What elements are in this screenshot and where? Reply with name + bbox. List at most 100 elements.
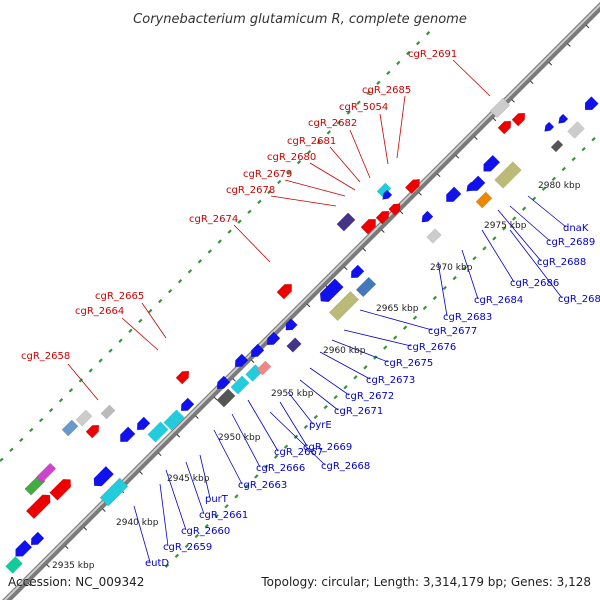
leader-line xyxy=(309,162,356,191)
gene-feature xyxy=(93,465,115,487)
gene-label-fwd: cgR_5054 xyxy=(339,102,388,113)
track-dot xyxy=(502,226,507,231)
track-dot xyxy=(472,256,477,261)
scale-tick xyxy=(139,471,143,475)
track-dot xyxy=(164,563,170,568)
map-title: Corynebacterium glutamicum R, complete g… xyxy=(133,12,467,27)
track-dot xyxy=(194,533,199,539)
track-dot xyxy=(68,388,74,393)
track-dot xyxy=(346,110,351,115)
track-dot xyxy=(406,50,411,56)
leader-line xyxy=(319,351,371,380)
gene-feature xyxy=(567,121,585,139)
track-dot xyxy=(422,305,428,311)
dotted-tracks xyxy=(0,31,596,568)
gene-feature xyxy=(489,97,511,119)
kbp-label: 2955 kbp xyxy=(271,389,314,399)
leader-line xyxy=(270,195,337,207)
gene-feature xyxy=(15,539,33,557)
track-dot xyxy=(392,335,398,340)
gene-feature xyxy=(336,212,356,232)
track-dot xyxy=(353,375,358,380)
kbp-label: 2970 kbp xyxy=(430,263,473,273)
scale-tick xyxy=(548,61,553,66)
gene-feature xyxy=(544,121,555,132)
gene-label-rev: cgR_2666 xyxy=(256,463,305,474)
gene-label-rev: cgR_2684 xyxy=(474,295,523,306)
gene-feature xyxy=(180,397,195,412)
track-dot xyxy=(402,325,408,330)
leader-line xyxy=(231,413,261,468)
track-dot xyxy=(234,494,239,499)
gene-label-fwd: cgR_2679 xyxy=(243,169,292,180)
leader-line xyxy=(233,224,271,263)
gene-feature xyxy=(234,353,249,368)
track-dot xyxy=(207,249,212,254)
scale-tick xyxy=(436,173,441,178)
gene-label-fwd: cgR_2691 xyxy=(408,49,457,60)
gene-feature xyxy=(360,219,376,235)
gene-feature xyxy=(49,478,72,501)
label-leaders xyxy=(67,59,567,563)
track-dot xyxy=(412,315,418,320)
track-dot xyxy=(128,328,133,333)
gene-feature xyxy=(388,203,401,216)
track-dot xyxy=(158,298,163,304)
scale-tick xyxy=(157,452,162,457)
scale-tick xyxy=(492,117,497,122)
leader-line xyxy=(379,113,389,165)
gene-feature xyxy=(99,477,129,507)
gene-label-rev: cgR_2669 xyxy=(303,442,352,453)
scale-tick xyxy=(232,378,236,382)
track-dot xyxy=(482,246,487,251)
gene-label-rev: cgR_2672 xyxy=(345,391,394,402)
track-dot xyxy=(19,437,24,443)
leader-line xyxy=(309,367,350,396)
track-dot xyxy=(148,308,153,314)
track-dot xyxy=(48,407,54,413)
gene-label-rev: cgR_2671 xyxy=(334,406,383,417)
track-dot xyxy=(0,457,4,462)
gene-label-fwd: cgR_2658 xyxy=(21,351,70,362)
gene-feature xyxy=(483,154,501,172)
scale-tick xyxy=(381,229,385,233)
scale-tick xyxy=(250,359,255,364)
gene-label-rev: cgR_2688 xyxy=(537,257,586,268)
scale-tick xyxy=(176,433,181,438)
gene-label-rev: cgR_2668 xyxy=(321,461,370,472)
track-dot xyxy=(214,513,219,519)
track-dot xyxy=(257,199,262,205)
gene-feature xyxy=(550,139,564,153)
gene-label-rev: cgR_2675 xyxy=(384,358,433,369)
leader-line xyxy=(497,209,542,262)
track-dot xyxy=(432,295,438,301)
track-dot xyxy=(167,288,173,294)
track-dot xyxy=(452,275,457,281)
leader-line xyxy=(452,59,491,97)
leader-line xyxy=(343,329,412,347)
track-dot xyxy=(551,176,557,182)
scale-tick xyxy=(213,396,218,401)
gene-feature xyxy=(266,331,281,346)
gene-feature xyxy=(497,120,512,135)
track-dot xyxy=(254,474,259,479)
gene-feature xyxy=(466,181,477,192)
track-dot xyxy=(174,553,180,559)
track-dot xyxy=(396,60,401,66)
track-dot xyxy=(277,179,282,185)
gene-feature xyxy=(494,161,522,189)
gene-label-rev: pyrE xyxy=(309,420,332,431)
track-dot xyxy=(356,100,361,105)
gene-feature xyxy=(276,284,292,300)
gene-label-fwd: cgR_2680 xyxy=(267,152,316,163)
gene-feature xyxy=(256,360,272,376)
gene-feature xyxy=(85,424,100,439)
track-dot xyxy=(383,345,388,350)
track-dot xyxy=(343,385,348,390)
accession-text: Accession: NC_009342 xyxy=(8,575,144,589)
gene-feature xyxy=(216,375,231,390)
scale-tick xyxy=(585,24,590,29)
gene-label-rev: eutD xyxy=(145,558,169,569)
leader-line xyxy=(284,179,346,197)
leader-line xyxy=(279,401,308,447)
